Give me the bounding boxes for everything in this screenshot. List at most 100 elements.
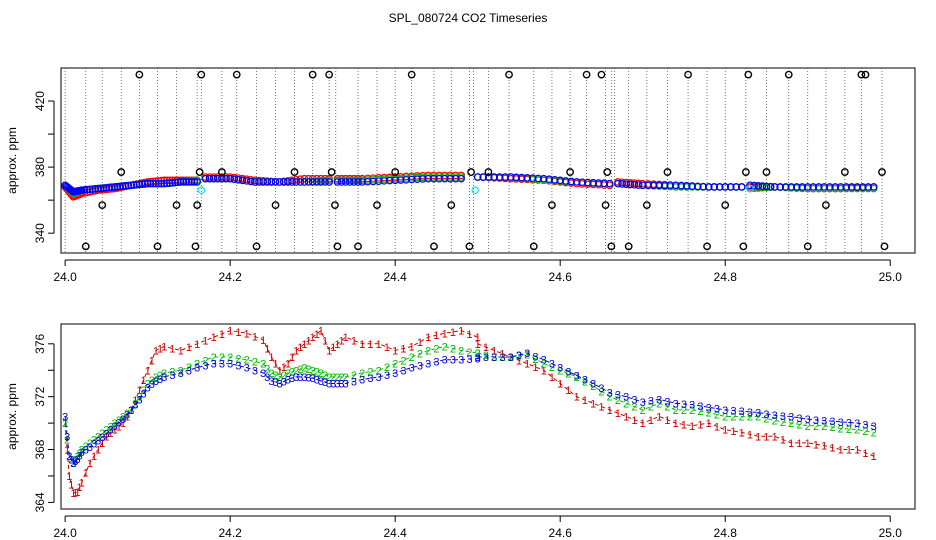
data-point-baseline-blue [836,183,845,191]
y-tick-label: 376 [33,333,47,353]
data-point-calibration [880,242,889,251]
series-marker-2: 2 [450,343,456,355]
series-marker-1: 1 [99,438,105,450]
plot-frame [60,323,916,510]
series-marker-1: 1 [252,332,258,344]
data-point-baseline-blue [190,178,199,186]
data-point-baseline-blue [284,178,292,186]
series-marker-2: 2 [305,364,311,376]
series-marker-2: 2 [442,341,448,353]
data-point-baseline-blue [108,183,116,192]
series-marker-1: 1 [277,365,283,377]
series-marker-2: 2 [219,352,225,364]
data-point-baseline-blue [578,178,587,187]
series-marker-2: 2 [103,425,109,437]
x-tick-label: 24.6 [549,526,573,540]
series-marker-1: 1 [330,342,336,354]
series-marker-1: 1 [400,343,406,355]
series-marker-1: 1 [623,412,629,424]
series-marker-2: 2 [194,359,200,371]
series-marker-1: 1 [656,412,662,424]
data-point-calibration [601,201,610,209]
data-point-baseline-blue [201,174,210,183]
data-point-baseline-blue [473,173,482,181]
data-point-baseline-blue [770,183,779,191]
series-marker-3: 3 [739,406,745,418]
data-point-baseline-blue [222,174,230,183]
series-marker-3: 3 [549,359,555,371]
data-point-calibration [684,70,692,79]
data-point-baseline-blue [413,175,421,184]
series-marker-3: 3 [722,405,728,417]
data-point-baseline-blue [864,183,873,191]
data-point-baseline-blue [655,181,664,190]
series-marker-3: 3 [458,355,464,367]
series-marker-1: 1 [235,327,241,339]
data-point-baseline-blue [435,174,443,183]
series-marker-1: 1 [161,341,167,353]
data-point-calibration [467,168,475,176]
series-marker-1: 1 [264,343,270,355]
series-marker-2: 2 [87,438,93,450]
data-point-calibration [373,201,381,209]
series-marker-2: 2 [99,428,105,440]
data-point-calibration [721,201,730,209]
series-marker-1: 1 [79,478,85,490]
series-marker-2: 2 [648,402,654,414]
data-point-calibration [217,168,226,176]
series-marker-3: 3 [442,355,448,367]
series-marker-2: 2 [607,392,613,404]
data-point-baseline-blue [792,183,801,191]
series-marker-2: 2 [318,368,324,380]
series-marker-1: 1 [557,378,563,390]
series-marker-3: 3 [277,378,283,390]
data-point-baseline-blue [325,178,333,186]
series-marker-2: 2 [829,422,835,434]
series-marker-3: 3 [293,372,299,384]
series-marker-1: 1 [178,345,184,357]
data-point-baseline-blue [754,182,763,190]
series-marker-2: 2 [268,368,274,380]
series-marker-2: 2 [697,406,703,418]
data-point-baseline-blue [168,178,177,187]
series-marker-3: 3 [112,421,118,433]
data-point-baseline-blue [561,177,570,185]
panel-top: 24.0 24.2 24.4 24.6 24.8 25.0 340 380 420 approx.… [5,67,916,284]
data-point-calibration [607,242,616,251]
series-marker-3: 3 [409,363,415,375]
y-tick-label: 420 [33,91,47,111]
data-point-baseline-blue [589,178,598,187]
data-point-baseline-blue [94,184,102,193]
data-point-baseline-blue [363,177,372,186]
data-point-calibration [505,70,513,79]
series-marker-1: 1 [77,482,83,494]
series-marker-2: 2 [140,385,146,397]
data-point-baseline-blue [671,181,680,190]
data-point-calibration [98,201,107,209]
series-marker-3: 3 [854,418,860,430]
series-marker-2: 2 [334,372,340,384]
series-marker-2: 2 [186,362,192,374]
series-marker-2: 2 [854,425,860,437]
data-point-baseline-blue [99,184,108,192]
series-line-3 [64,357,478,464]
data-point-baseline-green [754,184,763,192]
data-point-baseline-blue [275,178,284,186]
series-marker-1: 1 [796,438,802,450]
series-marker-3: 3 [107,425,113,437]
series-marker-2: 2 [846,424,852,436]
series-marker-1: 1 [689,421,695,433]
data-point-baseline-blue [512,173,520,182]
series-marker-3: 3 [169,370,175,382]
series-marker-3: 3 [508,352,514,364]
series-marker-3: 3 [805,414,811,426]
series-line-1 [477,343,874,457]
series-marker-1: 1 [136,385,142,397]
series-marker-3: 3 [149,379,155,391]
series-marker-3: 3 [491,352,497,364]
series-marker-2: 2 [706,408,712,420]
data-point-baseline-blue [446,174,454,183]
series-marker-3: 3 [132,400,138,412]
y-tick-label: 368 [33,439,47,459]
series-marker-2: 2 [491,352,497,364]
